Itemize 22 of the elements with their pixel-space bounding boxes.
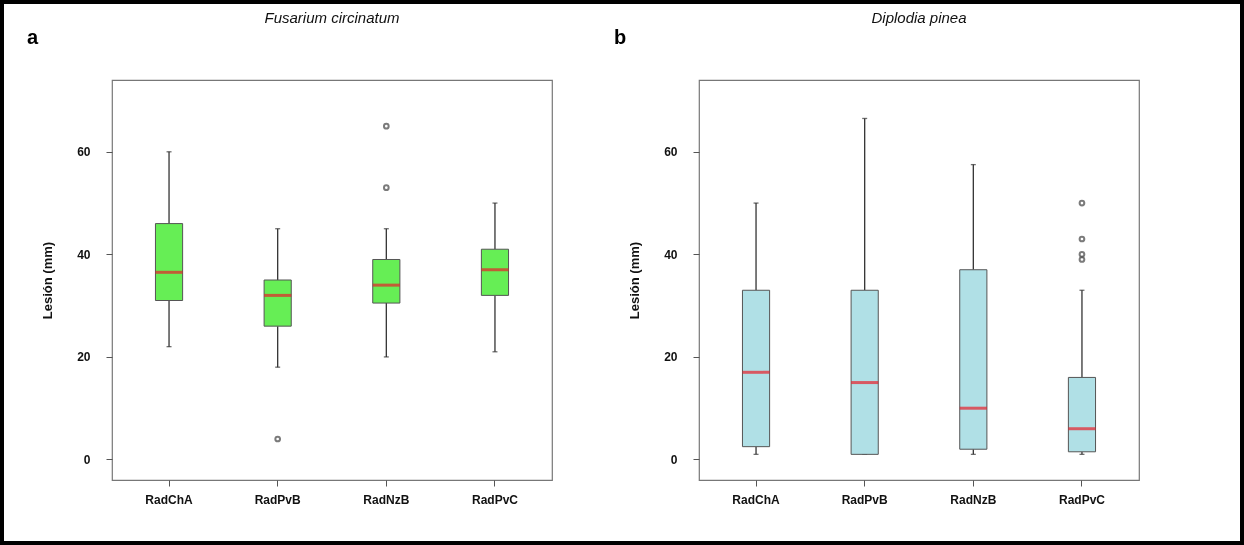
chart-title: Fusarium circinatum [264, 9, 400, 26]
y-tick-label: 0 [83, 452, 91, 467]
y-axis-title: Lesión (mm) [40, 241, 56, 320]
x-tick-label: RadPvB [254, 492, 302, 507]
x-tick-label: RadPvC [1058, 492, 1106, 507]
x-tick-label: RadPvC [471, 492, 519, 507]
y-tick-label: 0 [670, 452, 678, 467]
y-axis-title: Lesión (mm) [627, 241, 643, 320]
text: b [614, 26, 627, 48]
x-tick-label: RadNzB [950, 492, 997, 507]
y-tick-label: 60 [77, 145, 91, 160]
y-tick-label: 20 [77, 350, 91, 365]
y-tick-label: 40 [77, 247, 91, 262]
y-tick-label: 60 [664, 145, 678, 160]
chart-title: Diplodia pinea [871, 9, 967, 26]
y-tick-label: 20 [664, 350, 678, 365]
x-tick-label: RadPvB [841, 492, 889, 507]
x-tick-label: RadChA [732, 492, 781, 507]
text: a [27, 26, 39, 48]
x-tick-label: RadNzB [363, 492, 410, 507]
x-tick-label: RadChA [145, 492, 194, 507]
y-tick-label: 40 [664, 247, 678, 262]
